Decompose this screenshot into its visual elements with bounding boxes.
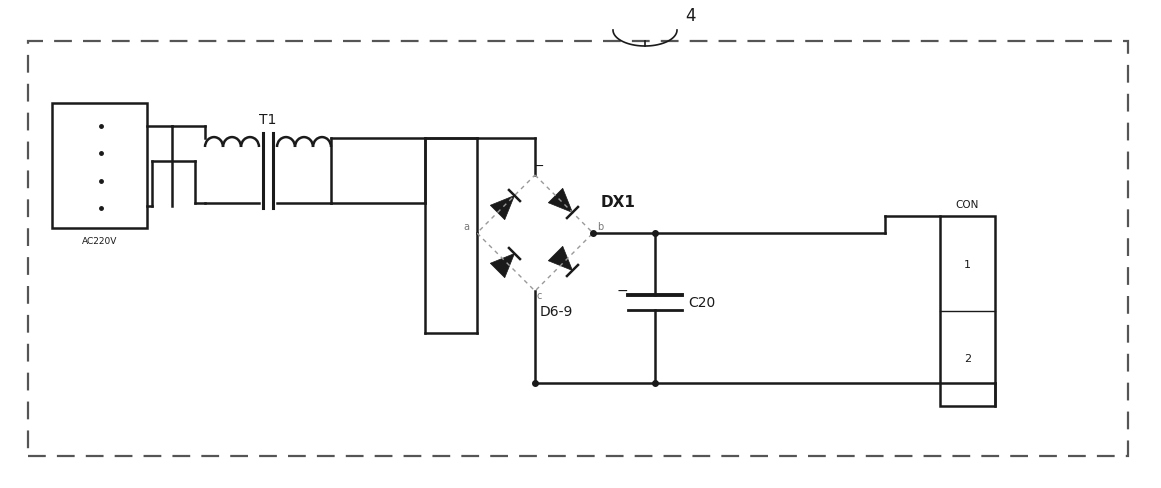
- Text: DX1: DX1: [601, 194, 636, 209]
- Text: b: b: [597, 222, 604, 231]
- Text: 1: 1: [964, 259, 971, 269]
- Text: D6-9: D6-9: [540, 305, 574, 318]
- Bar: [940, 217, 995, 406]
- Polygon shape: [490, 254, 514, 278]
- Text: −: −: [616, 284, 628, 297]
- Polygon shape: [548, 247, 572, 271]
- Text: c: c: [536, 290, 542, 301]
- Text: CON: CON: [956, 200, 979, 209]
- Text: AC220V: AC220V: [81, 237, 117, 245]
- Text: T1: T1: [259, 113, 276, 127]
- Text: −: −: [534, 160, 545, 173]
- Polygon shape: [490, 196, 514, 220]
- Text: 2: 2: [964, 354, 971, 364]
- Bar: [52, 104, 147, 228]
- Text: 4: 4: [685, 7, 695, 25]
- Polygon shape: [548, 189, 572, 213]
- Text: C20: C20: [688, 295, 715, 309]
- Text: a: a: [463, 222, 469, 231]
